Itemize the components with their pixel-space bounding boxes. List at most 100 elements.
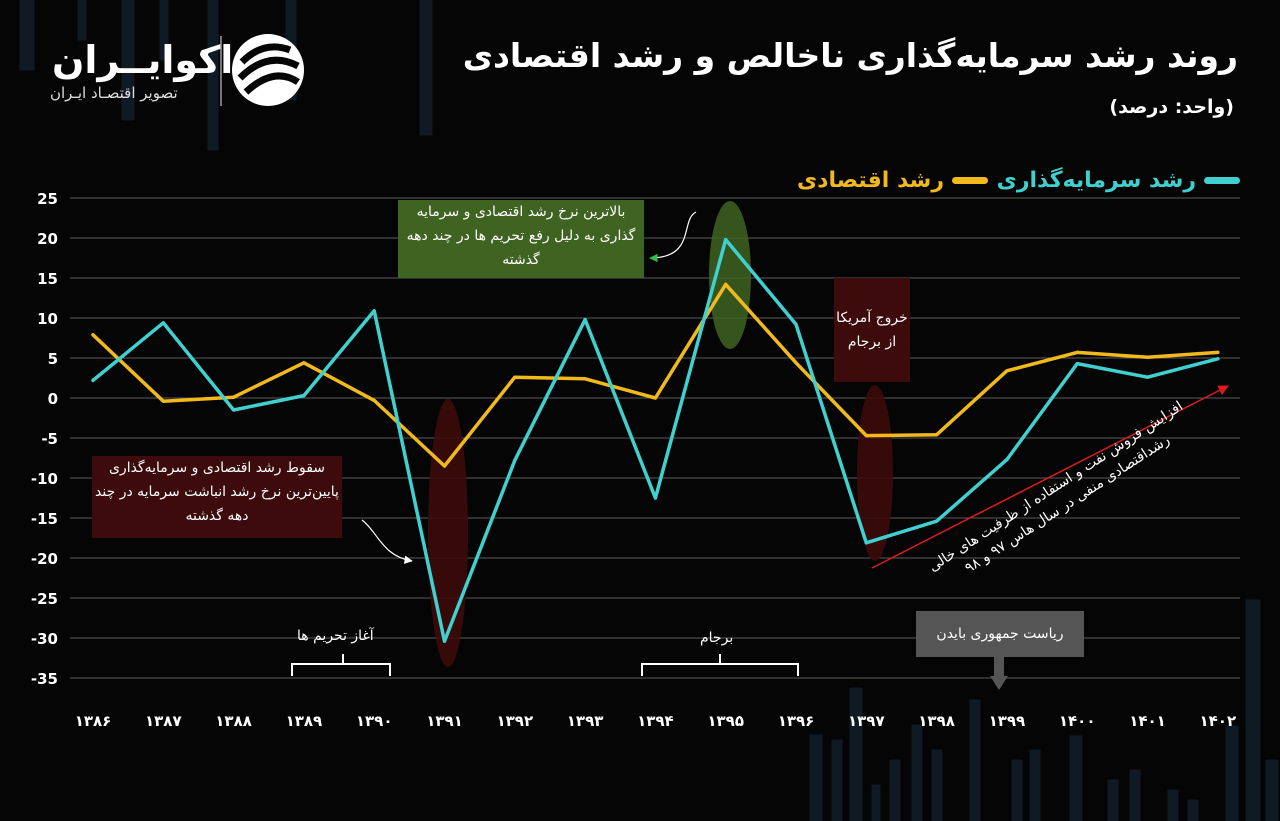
investment-data-point (1145, 375, 1150, 379)
x-tick-label: ۱۳۹۱ (426, 712, 463, 730)
x-tick-label: ۱۳۹۵ (707, 712, 744, 730)
gdp-data-point (302, 361, 306, 365)
peak-highlight-ellipse (709, 201, 751, 349)
investment-data-point (1216, 357, 1220, 361)
biden-annotation: ریاست جمهوری بایدن (916, 611, 1084, 657)
peak-note-arrow (649, 211, 697, 263)
x-tick-label: ۱۳۸۶ (75, 712, 112, 730)
biden-annotation-text: ریاست جمهوری بایدن (936, 626, 1064, 642)
grid-lines (70, 197, 1240, 679)
x-axis: ۱۳۸۶ ۱۳۸۷ ۱۳۸۸ ۱۳۸۹ ۱۳۹۰ ۱۳۹۱ ۱۳۹۲ ۱۳۹۳ ۱۳۹۴ ۱۳۹۵… (75, 712, 1236, 730)
jcpoa-bracket (641, 654, 799, 676)
legend-item-gdp: رشد اقتصادی (797, 166, 988, 194)
gdp-data-point (724, 282, 728, 286)
y-tick-label: -30 (31, 630, 58, 648)
brand-name: اکوایــران (52, 38, 234, 82)
y-tick-label: -10 (31, 470, 58, 488)
investment-data-point (91, 378, 95, 382)
gdp-data-point (1005, 369, 1009, 373)
investment-data-point (372, 309, 376, 313)
x-tick-label: ۱۳۸۸ (215, 712, 252, 730)
gdp-data-point (232, 395, 236, 399)
y-tick-label: 5 (48, 350, 58, 368)
gdp-data-point (442, 464, 447, 468)
x-tick-label: ۱۳۹۲ (496, 712, 533, 730)
background-candles (19, 0, 1279, 821)
unit-label: (واحد: درصد) (1109, 96, 1234, 118)
y-tick-label: -15 (31, 510, 58, 528)
brand-separator (220, 36, 222, 106)
us-exit-highlight-ellipse (857, 385, 893, 561)
y-tick-label: 15 (37, 270, 58, 288)
x-tick-label: ۱۳۹۹ (989, 712, 1026, 730)
y-tick-label: 20 (37, 230, 58, 248)
peak-annotation: بالاترین نرخ رشد اقتصادی و سرمایه گذاری … (398, 200, 644, 278)
gdp-data-point (1216, 350, 1220, 354)
x-tick-label: ۱۳۹۸ (918, 712, 955, 730)
x-tick-label: ۱۳۸۹ (286, 712, 323, 730)
page-title: روند رشد سرمایه‌گذاری ناخالص و رشد اقتصا… (462, 36, 1238, 75)
x-tick-label: ۱۳۹۴ (637, 712, 674, 730)
gdp-growth-line (91, 282, 1220, 468)
gdp-data-point (1145, 355, 1150, 359)
investment-data-point (864, 541, 868, 545)
x-tick-label: ۱۳۹۷ (848, 712, 885, 730)
y-tick-label: -25 (31, 590, 58, 608)
x-tick-label: ۱۳۹۳ (567, 712, 604, 730)
gdp-data-point (1075, 350, 1079, 354)
y-tick-label: -20 (31, 550, 58, 568)
x-tick-label: ۱۳۸۷ (145, 712, 182, 730)
legend-label-investment: رشد سرمایه‌گذاری (996, 167, 1196, 193)
investment-data-point (935, 519, 939, 523)
investment-data-point (653, 496, 658, 500)
brand-tagline: تصویر اقتصـاد ایـران (50, 84, 178, 102)
gdp-data-point (794, 361, 798, 365)
investment-growth-line (91, 237, 1220, 643)
legend-swatch-gdp (952, 176, 988, 184)
y-tick-label: 10 (37, 310, 58, 328)
investment-data-point (794, 322, 798, 326)
x-tick-label: ۱۴۰۲ (1199, 712, 1236, 730)
jcpoa-label: برجام (700, 630, 734, 646)
x-tick-label: ۱۴۰۱ (1129, 712, 1166, 730)
crash-highlight-ellipse (428, 399, 468, 667)
us-exit-annotation: خروج آمریکا از برجام (834, 278, 910, 382)
investment-data-point (442, 639, 447, 643)
x-tick-label: ۱۴۰۰ (1059, 712, 1096, 730)
series-layer (91, 237, 1220, 643)
y-axis: 25 20 15 10 5 0 -5 -10 -15 -20 -25 -30 -35 (31, 190, 58, 688)
investment-data-point (232, 408, 236, 412)
gdp-data-point (513, 375, 517, 379)
sanctions-bracket (291, 654, 391, 676)
investment-data-point (161, 321, 165, 325)
recovery-trend-arrow (871, 385, 1229, 569)
y-tick-label: 0 (48, 390, 58, 408)
gdp-data-point (372, 398, 376, 402)
biden-marker-arrow (990, 676, 1008, 690)
x-tick-label: ۱۳۹۰ (356, 712, 393, 730)
gdp-data-point (653, 396, 658, 400)
x-tick-label: ۱۳۹۶ (778, 712, 815, 730)
us-exit-annotation-text: خروج آمریکا از برجام (836, 310, 908, 350)
gdp-data-point (935, 433, 939, 437)
investment-data-point (583, 318, 587, 322)
investment-data-point (724, 238, 728, 242)
sanctions-start-label: آغاز تحریم ها (297, 628, 374, 644)
crash-annotation: سقوط رشد اقتصادی و سرمایه‌گذاری پایین‌تر… (92, 456, 342, 538)
gdp-data-point (583, 377, 587, 381)
gdp-data-point (161, 399, 165, 403)
legend-item-investment: رشد سرمایه‌گذاری (997, 166, 1240, 194)
biden-marker (994, 656, 1004, 678)
legend-label-gdp: رشد اقتصادی (797, 167, 944, 193)
brand-logo-icon (232, 34, 304, 106)
y-tick-label: -5 (41, 430, 58, 448)
crash-note-arrow (361, 519, 413, 564)
legend-swatch-investment (1204, 176, 1240, 184)
gdp-data-point (91, 333, 95, 337)
y-tick-label: -35 (31, 670, 58, 688)
y-tick-label: 25 (37, 190, 58, 208)
investment-data-point (513, 458, 517, 462)
investment-data-point (302, 394, 306, 398)
